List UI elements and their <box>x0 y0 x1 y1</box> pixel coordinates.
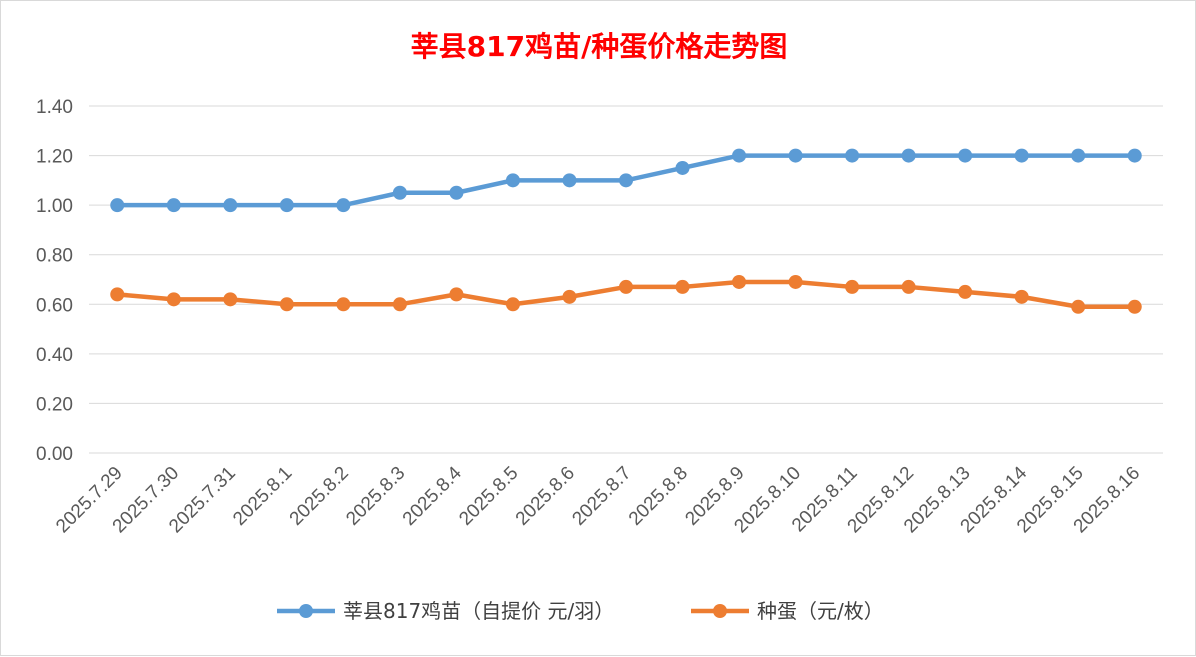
y-axis-ticks: 0.00 0.20 0.40 0.60 0.80 1.00 1.20 1.40 <box>36 97 73 465</box>
data-point <box>279 297 294 312</box>
x-tick-label: 2025.8.3 <box>342 463 409 530</box>
legend-label: 种蛋（元/枚） <box>757 599 884 623</box>
y-tick-label: 1.00 <box>36 196 73 217</box>
legend: 莘县817鸡苗（自提价 元/羽） 种蛋（元/枚） <box>277 599 884 623</box>
y-tick-label: 0.00 <box>36 444 73 465</box>
data-point <box>958 148 973 163</box>
legend-item-0: 莘县817鸡苗（自提价 元/羽） <box>277 599 614 623</box>
data-point <box>336 297 351 312</box>
data-point <box>619 173 633 188</box>
chart-title: 莘县817鸡苗/种蛋价格走势图 <box>411 30 788 63</box>
data-point <box>562 289 577 304</box>
data-point <box>505 173 520 188</box>
data-point <box>449 287 464 302</box>
data-point <box>223 198 238 213</box>
data-point <box>901 148 916 163</box>
legend-marker <box>299 604 313 618</box>
data-point <box>449 185 464 200</box>
x-tick-label: 2025.8.2 <box>286 463 353 530</box>
y-tick-label: 1.20 <box>36 147 73 168</box>
data-point <box>562 173 577 188</box>
x-tick-label: 2025.8.7 <box>568 463 635 530</box>
data-point <box>675 160 690 175</box>
data-point <box>110 287 125 302</box>
data-point <box>166 292 181 307</box>
y-tick-label: 1.40 <box>36 97 73 118</box>
data-point <box>1014 148 1029 163</box>
data-point <box>505 297 520 312</box>
data-point <box>619 279 633 294</box>
data-point <box>958 284 973 299</box>
series-1 <box>110 274 1142 314</box>
x-axis-ticks: 2025.7.292025.7.302025.7.312025.8.12025.… <box>52 462 1144 537</box>
legend-item-1: 种蛋（元/枚） <box>691 599 884 623</box>
data-point <box>845 279 860 294</box>
data-point <box>1071 148 1086 163</box>
x-tick-label: 2025.8.4 <box>399 462 466 529</box>
data-point <box>110 198 125 213</box>
x-tick-label: 2025.8.6 <box>512 463 579 530</box>
series-lines <box>110 148 1142 314</box>
data-point <box>1127 299 1142 314</box>
data-point <box>845 148 860 163</box>
legend-label: 莘县817鸡苗（自提价 元/羽） <box>343 599 614 623</box>
data-point <box>1071 299 1086 314</box>
data-point <box>223 292 238 307</box>
grid-lines <box>89 105 1163 454</box>
x-tick-label: 2025.8.8 <box>625 463 692 530</box>
data-point <box>392 185 407 200</box>
data-point <box>279 198 294 213</box>
y-tick-label: 0.80 <box>36 246 73 267</box>
data-point <box>675 279 690 294</box>
data-point <box>901 279 916 294</box>
y-tick-label: 0.40 <box>36 345 73 366</box>
x-tick-label: 2025.8.5 <box>455 463 522 530</box>
data-point <box>392 297 407 312</box>
legend-marker <box>713 604 727 618</box>
data-point <box>1014 289 1029 304</box>
series-0 <box>110 148 1142 213</box>
data-point <box>732 148 747 163</box>
data-point <box>732 274 747 289</box>
y-tick-label: 0.60 <box>36 295 73 316</box>
data-point <box>336 198 351 213</box>
data-point <box>1127 148 1142 163</box>
y-tick-label: 0.20 <box>36 394 73 415</box>
x-tick-label: 2025.8.1 <box>229 463 296 530</box>
data-point <box>788 274 803 289</box>
data-point <box>166 198 181 213</box>
data-point <box>788 148 803 163</box>
